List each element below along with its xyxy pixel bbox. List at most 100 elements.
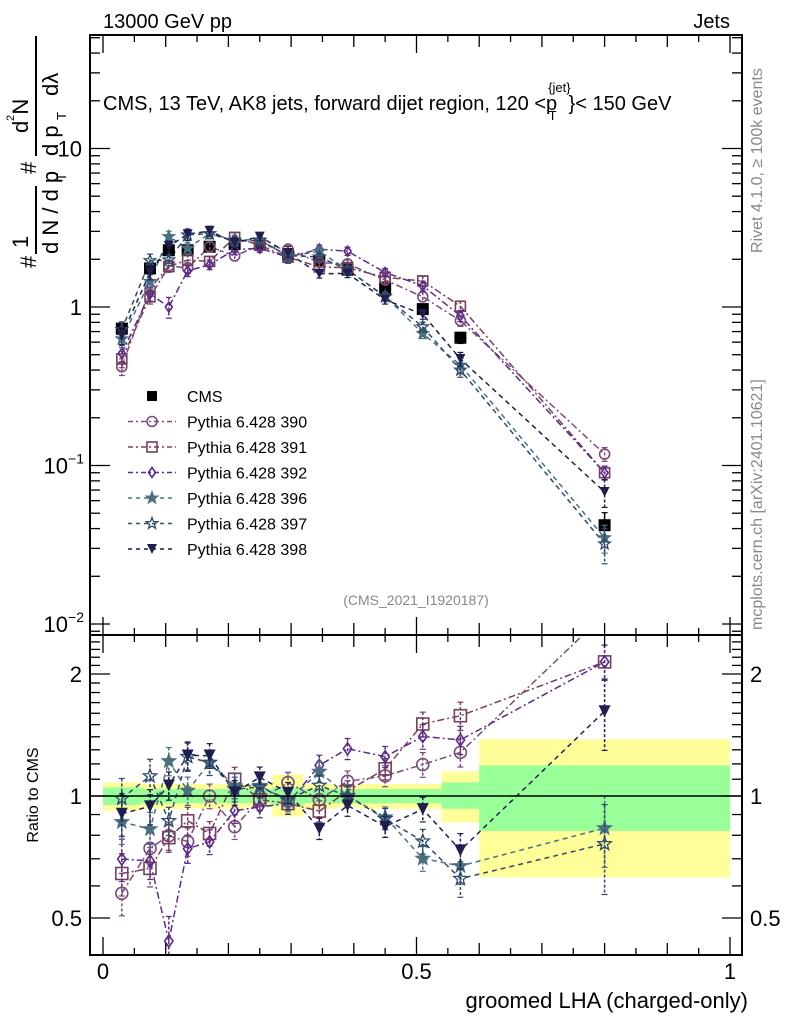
triangle-down-filled-marker [380,294,391,305]
triangle-down-filled-marker [314,268,325,279]
legend-label: Pythia 6.428 391 [187,440,307,457]
series-line-main-5 [121,232,606,545]
triangle-down-filled-marker [253,771,266,784]
triangle-down-filled-marker [455,353,466,364]
legend-item: Pythia 6.428 398 [128,542,307,559]
diamond-open-marker [145,287,155,301]
star-filled-marker [160,752,178,769]
triangle-down-filled-marker [144,800,157,813]
star-open-marker [160,811,178,828]
series-line-ratio-4 [121,759,605,867]
star-open-marker [252,232,268,247]
ratio-line [121,661,605,875]
star-filled-marker [415,325,431,340]
triangle-down-filled-marker [282,248,293,259]
legend-item: CMS [147,389,223,406]
diamond-open-marker [599,654,610,670]
triangle-down-filled-marker [147,544,157,554]
series-line-main-4 [121,232,606,539]
square-open-marker [202,826,217,841]
rivet-label: Rivet 4.1.0, ≥ 100k events [749,68,766,253]
star-filled-marker [310,762,328,779]
legend-item: Pythia 6.428 391 [128,440,307,457]
triangle-down-filled-marker [313,822,326,835]
diamond-open-marker [164,300,174,314]
triangle-down-filled-marker [598,705,611,718]
square-filled-marker [454,331,467,344]
triangle-down-filled-marker [254,231,265,242]
axis-ticks [90,35,742,955]
main-y-tick-label: 10 [44,454,68,479]
series-line-ratio-3 [121,661,605,942]
square-open-marker [144,290,156,303]
diamond-open-marker [229,803,240,819]
main-y-tick-label: 10 [58,137,82,162]
square-open-marker [379,271,391,284]
ratio-y-tick-label: 2 [70,662,82,687]
square-open-marker [312,804,327,818]
star-filled-marker [179,781,197,798]
star-open-marker [311,249,327,264]
square-open-marker [146,441,158,453]
legend-label: Pythia 6.428 397 [187,517,307,534]
main-y-tick-label: 10 [44,612,68,637]
diamond-open-marker [183,264,193,278]
svg-text:dλ: dλ [38,73,63,96]
triangle-down-filled-marker [454,844,467,857]
star-open-marker [144,515,160,530]
diamond-open-marker [182,841,193,857]
triangle-down-filled-marker [162,779,175,792]
triangle-down-filled-marker [416,803,429,816]
triangle-down-filled-marker [182,229,193,240]
circle-open-marker [203,240,216,253]
diamond-open-marker [147,466,157,479]
star-open-marker [339,787,356,804]
circle-open-marker [115,886,129,901]
svg-text:d N: d N [8,99,33,133]
legend-item: Pythia 6.428 392 [128,466,307,483]
x-tick-label: 0 [97,959,109,984]
star-open-marker [597,536,613,551]
svg-text:#: # [16,255,41,268]
x-tick-label: 0.5 [401,959,432,984]
series-line [121,247,606,474]
square-open-marker [116,353,128,365]
triangle-down-filled-marker [145,267,156,278]
ratio-y-tick-label-right: 0.5 [750,906,781,931]
circle-open-marker [599,608,611,620]
series-line-main-2 [121,236,606,474]
star-open-marker [415,318,431,334]
star-filled-marker [144,490,160,505]
legend: CMS Pythia 6.428 390 Pythia 6.428 391 Pythi… [128,389,307,559]
header-right: Jets [693,11,730,33]
square-filled-marker [147,391,157,401]
diamond-open-marker [379,749,391,765]
triangle-down-filled-marker [341,799,354,812]
x-axis-label: groomed LHA (charged-only) [466,988,748,1013]
plot-title: CMS, 13 TeV, AK8 jets, forward dijet reg… [103,80,672,123]
star-open-marker [596,835,614,851]
square-open-marker [416,275,429,287]
legend-item: Pythia 6.428 397 [128,515,307,534]
diamond-open-marker [204,834,215,850]
ratio-line [121,661,605,942]
triangle-down-filled-marker [181,749,194,762]
legend-label: Pythia 6.428 398 [187,542,307,559]
square-open-marker [453,708,468,723]
legend-label: Pythia 6.428 392 [187,466,307,483]
ratio-y-axis-label: Ratio to CMS [25,747,42,842]
triangle-down-filled-marker [229,237,240,248]
diamond-open-marker [205,258,215,272]
svg-text:d N / d p: d N / d p [38,171,63,254]
square-open-marker [180,814,195,828]
triangle-down-filled-marker [342,268,353,279]
star-filled-marker [142,273,158,288]
circle-open-marker [415,757,430,772]
diamond-open-marker [455,309,465,323]
ratio-y-tick-label: 1 [70,784,82,809]
square-open-marker [162,830,176,845]
diamond-open-marker [600,466,610,480]
triangle-down-filled-marker [228,786,241,799]
diamond-open-marker [343,244,353,258]
ratio-line [121,759,605,867]
